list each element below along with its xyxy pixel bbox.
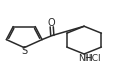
Text: S: S	[21, 46, 27, 56]
Text: NH: NH	[78, 54, 91, 63]
Text: HCl: HCl	[85, 54, 101, 63]
Text: O: O	[48, 18, 56, 28]
